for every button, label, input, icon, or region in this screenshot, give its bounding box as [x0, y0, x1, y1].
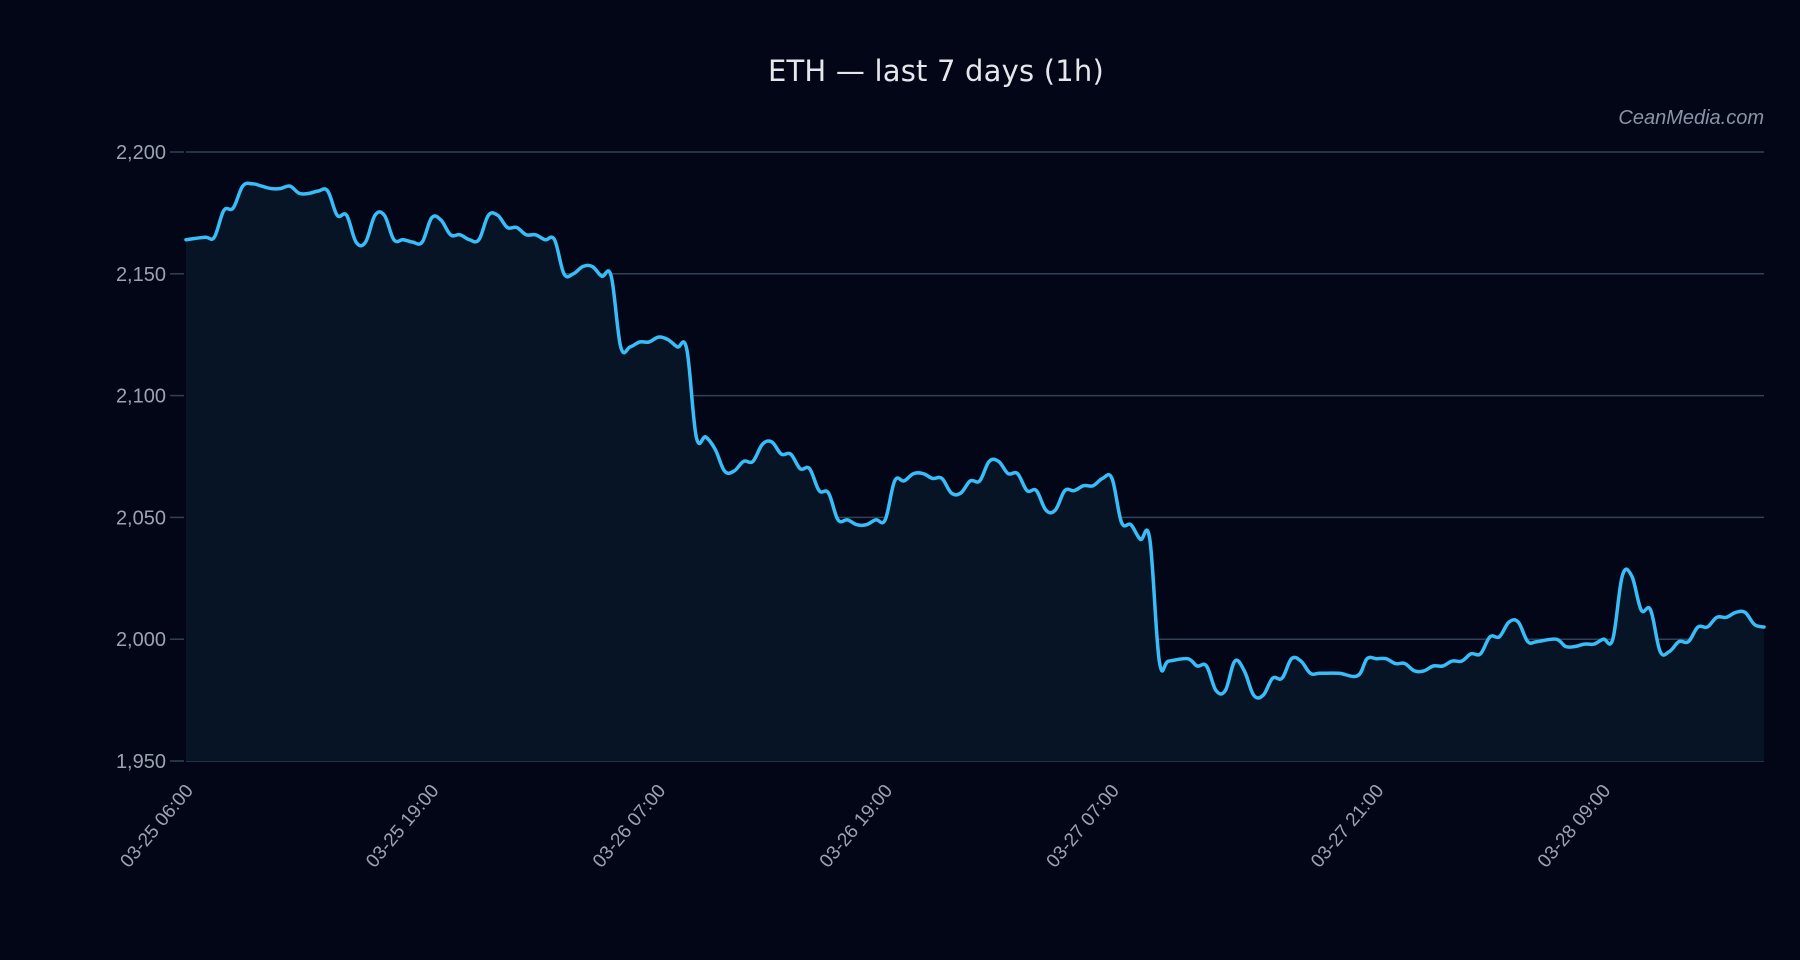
x-tick-label: 03-28 09:00 [1534, 781, 1615, 872]
price-area [186, 183, 1764, 762]
y-tick-label: 2,000 [116, 629, 166, 651]
y-tick-label: 2,200 [116, 142, 166, 164]
y-tick-label: 1,950 [116, 751, 166, 773]
y-tick-label: 2,100 [116, 386, 166, 408]
y-tick-label: 2,150 [116, 264, 166, 286]
x-tick-label: 03-26 19:00 [816, 781, 897, 872]
watermark: CeanMedia.com [1618, 107, 1764, 129]
x-axis: 03-25 06:00 03-25 19:00 03-26 07:00 03-26 1… [117, 781, 1616, 872]
chart-title: ETH — last 7 days (1h) [767, 54, 1104, 88]
x-tick-label: 03-27 07:00 [1043, 781, 1124, 872]
x-tick-label: 03-27 21:00 [1307, 781, 1388, 872]
price-line [184, 181, 1766, 700]
y-tick-label: 2,050 [116, 507, 166, 529]
y-axis: 1,950 2,000 2,050 2,100 2,150 2,200 [116, 142, 184, 773]
x-tick-label: 03-26 07:00 [589, 781, 670, 872]
x-tick-label: 03-25 19:00 [362, 781, 443, 872]
x-tick-label: 03-25 06:00 [117, 781, 198, 872]
